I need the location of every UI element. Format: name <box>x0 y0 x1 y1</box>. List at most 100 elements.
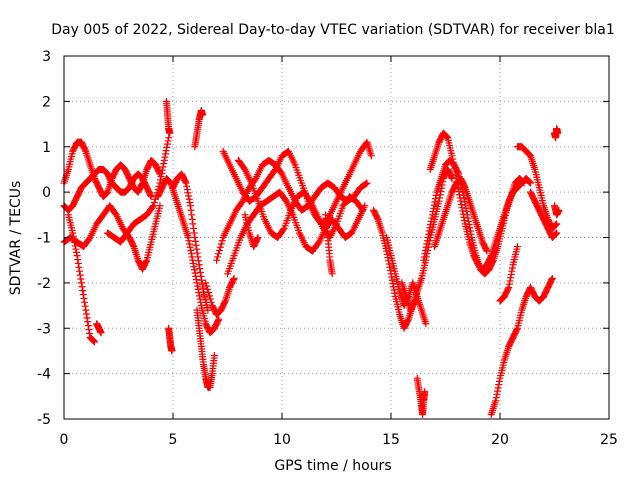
series-t15 <box>219 138 375 228</box>
data-point <box>160 156 168 164</box>
data-point <box>493 390 501 398</box>
data-point <box>460 182 468 190</box>
data-point <box>207 298 215 306</box>
data-point <box>160 160 168 168</box>
data-marks <box>60 97 563 418</box>
data-point <box>81 146 89 154</box>
data-point <box>72 248 80 256</box>
data-point <box>195 261 203 269</box>
data-point <box>214 250 222 258</box>
data-point <box>194 285 202 293</box>
data-point <box>162 150 170 158</box>
data-point <box>196 265 204 273</box>
data-point <box>429 208 437 216</box>
data-point <box>186 198 194 206</box>
data-point <box>206 295 214 303</box>
series-t25 <box>426 129 535 273</box>
data-point <box>217 240 225 248</box>
data-point <box>459 210 467 218</box>
data-point <box>76 267 84 275</box>
y-tick-label: -5 <box>37 412 51 428</box>
data-point <box>181 178 189 186</box>
data-point <box>89 337 97 345</box>
data-point <box>230 274 238 282</box>
data-point <box>75 263 83 271</box>
data-point <box>191 269 199 277</box>
data-point <box>358 205 366 213</box>
data-point <box>390 286 398 294</box>
y-tick-label: 0 <box>42 185 51 201</box>
data-point <box>183 182 191 190</box>
data-point <box>149 202 157 210</box>
data-point <box>449 155 457 163</box>
data-point <box>186 240 194 248</box>
data-point <box>420 256 428 264</box>
x-tick-label: 0 <box>60 432 69 448</box>
data-point <box>74 259 82 267</box>
data-point <box>97 329 105 337</box>
data-point <box>84 322 92 330</box>
data-point <box>456 191 464 199</box>
data-point <box>548 276 556 284</box>
data-point <box>432 191 440 199</box>
data-point <box>422 320 430 328</box>
data-point <box>168 347 176 355</box>
data-point <box>161 153 169 161</box>
data-point <box>166 129 174 137</box>
data-point <box>458 204 466 212</box>
data-point <box>492 394 500 402</box>
data-point <box>159 163 167 171</box>
data-point <box>162 147 170 155</box>
data-point <box>192 276 200 284</box>
data-point <box>421 250 429 258</box>
x-tick-label: 25 <box>600 432 618 448</box>
data-point <box>158 169 166 177</box>
data-point <box>184 234 192 241</box>
data-point <box>190 229 198 237</box>
data-point <box>195 257 203 265</box>
data-point <box>185 195 193 203</box>
data-point <box>185 192 193 200</box>
data-point <box>186 202 194 210</box>
x-tick-labels: 0 5 10 15 20 25 <box>60 432 618 448</box>
series-t31 <box>551 202 563 219</box>
data-point <box>548 274 556 282</box>
data-point <box>555 206 563 214</box>
y-tick-labels: -5 -4 -3 -2 -1 0 1 2 3 <box>37 49 51 428</box>
y-tick-label: -4 <box>37 367 51 383</box>
data-point <box>188 211 196 219</box>
series-t2 <box>60 165 155 214</box>
data-point <box>73 252 81 260</box>
data-point <box>82 306 90 314</box>
data-point <box>279 226 287 234</box>
data-point <box>183 186 191 194</box>
data-point <box>505 283 513 291</box>
data-point <box>205 289 213 297</box>
data-point <box>552 230 560 238</box>
series-t22 <box>398 279 419 314</box>
data-point <box>460 213 468 221</box>
data-point <box>187 206 195 214</box>
data-point <box>460 217 468 225</box>
data-point <box>142 257 150 265</box>
series-t30 <box>527 188 561 241</box>
data-point <box>205 292 213 300</box>
data-point <box>157 173 165 181</box>
data-point <box>513 326 521 334</box>
data-point <box>452 171 460 179</box>
data-point <box>527 179 535 187</box>
data-point <box>158 166 166 174</box>
data-point <box>551 230 559 238</box>
data-point <box>487 253 495 261</box>
data-point <box>196 269 204 277</box>
data-point <box>507 274 515 282</box>
data-point <box>554 129 562 137</box>
series-t32 <box>551 125 562 142</box>
data-point <box>216 243 224 251</box>
x-axis-title: GPS time / hours <box>274 458 391 474</box>
data-point <box>193 245 201 253</box>
data-point <box>426 224 434 232</box>
data-point <box>447 173 455 181</box>
data-point <box>82 310 90 318</box>
data-point <box>190 266 198 274</box>
